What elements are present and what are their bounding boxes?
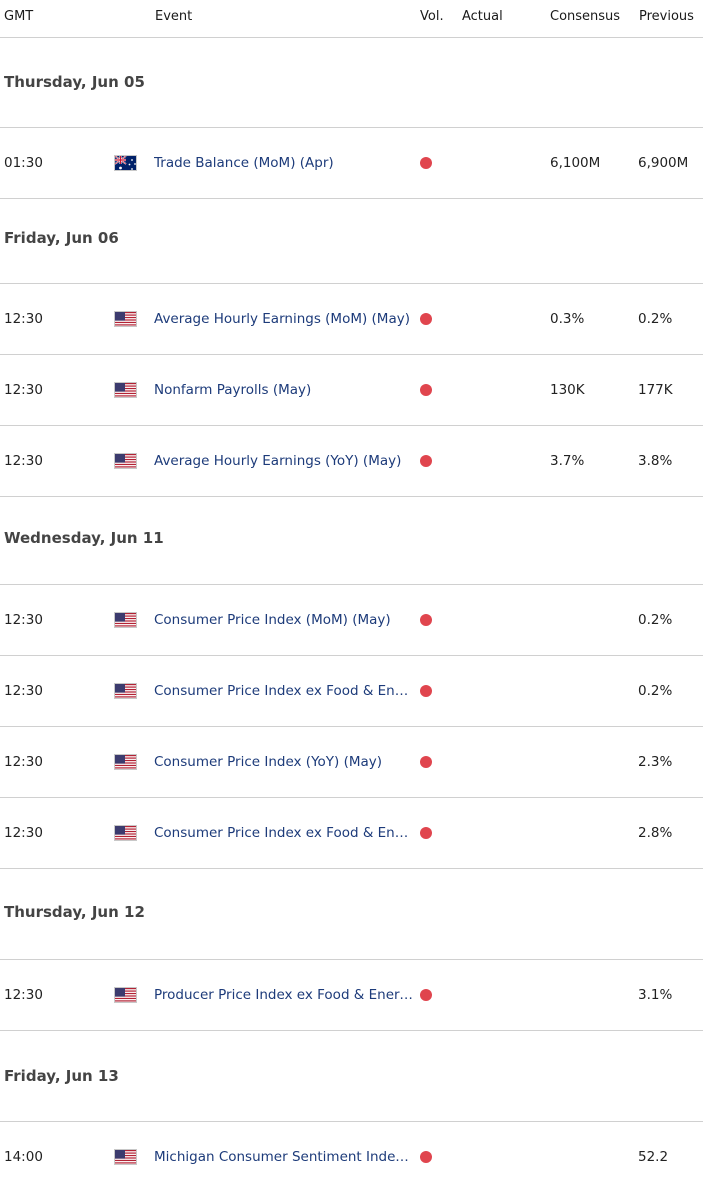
event-previous: 2.8% — [638, 825, 673, 841]
volatility-dot-icon — [420, 157, 432, 169]
volatility-dot-icon — [420, 827, 432, 839]
event-name[interactable]: Nonfarm Payrolls (May) — [154, 382, 312, 398]
event-row[interactable]: 12:30 Average Hourly Earnings (YoY) (May… — [0, 426, 703, 497]
column-consensus[interactable]: Consensus — [550, 9, 621, 24]
day-header: Thursday, Jun 05 — [0, 38, 703, 128]
event-row[interactable]: 12:30 Consumer Price Index ex Food & Ene… — [0, 656, 703, 727]
event-row[interactable]: 01:30 Trade Balance (MoM) (Apr) 6,100M 6… — [0, 128, 703, 199]
us-flag-icon — [114, 382, 137, 398]
event-previous: 0.2% — [638, 612, 673, 628]
event-row[interactable]: 12:30 Consumer Price Index (MoM) (May) 0… — [0, 585, 703, 656]
event-previous: 177K — [638, 382, 673, 398]
event-name[interactable]: Consumer Price Index (MoM) (May) — [154, 612, 391, 628]
event-time: 12:30 — [4, 825, 43, 841]
column-actual[interactable]: Actual — [462, 9, 503, 24]
event-time: 12:30 — [4, 612, 43, 628]
day-header: Friday, Jun 13 — [0, 1031, 703, 1122]
event-name[interactable]: Consumer Price Index ex Food & Energy (M… — [154, 683, 416, 699]
event-time: 12:30 — [4, 683, 43, 699]
table-header: GMT Event Vol. Actual Consensus Previous — [0, 0, 703, 38]
event-previous: 3.8% — [638, 453, 673, 469]
column-event[interactable]: Event — [155, 9, 193, 24]
day-label: Friday, Jun 06 — [4, 229, 119, 247]
volatility-dot-icon — [420, 989, 432, 1001]
volatility-dot-icon — [420, 384, 432, 396]
day-label: Wednesday, Jun 11 — [4, 529, 164, 547]
day-header: Friday, Jun 06 — [0, 199, 703, 284]
event-name[interactable]: Average Hourly Earnings (YoY) (May) — [154, 453, 402, 469]
event-row[interactable]: 12:30 Nonfarm Payrolls (May) 130K 177K — [0, 355, 703, 426]
event-previous: 0.2% — [638, 311, 673, 327]
day-header: Thursday, Jun 12 — [0, 869, 703, 960]
event-row[interactable]: 12:30 Consumer Price Index ex Food & Ene… — [0, 798, 703, 869]
day-label: Thursday, Jun 05 — [4, 73, 145, 91]
us-flag-icon — [114, 987, 137, 1003]
event-time: 14:00 — [4, 1149, 43, 1165]
event-previous: 3.1% — [638, 987, 673, 1003]
volatility-dot-icon — [420, 1151, 432, 1163]
us-flag-icon — [114, 683, 137, 699]
event-time: 12:30 — [4, 987, 43, 1003]
event-name[interactable]: Average Hourly Earnings (MoM) (May) — [154, 311, 410, 327]
event-consensus: 0.3% — [550, 311, 585, 327]
day-header: Wednesday, Jun 11 — [0, 497, 703, 585]
us-flag-icon — [114, 825, 137, 841]
event-previous: 2.3% — [638, 754, 673, 770]
column-gmt[interactable]: GMT — [4, 9, 34, 24]
event-name[interactable]: Producer Price Index ex Food & Energy (Y… — [154, 987, 416, 1003]
event-time: 12:30 — [4, 382, 43, 398]
us-flag-icon — [114, 1149, 137, 1165]
event-time: 12:30 — [4, 453, 43, 469]
volatility-dot-icon — [420, 455, 432, 467]
volatility-dot-icon — [420, 614, 432, 626]
event-row[interactable]: 12:30 Producer Price Index ex Food & Ene… — [0, 960, 703, 1031]
column-vol[interactable]: Vol. — [420, 9, 444, 24]
event-row[interactable]: 12:30 Average Hourly Earnings (MoM) (May… — [0, 284, 703, 355]
australia-flag-icon — [114, 155, 137, 171]
event-consensus: 130K — [550, 382, 585, 398]
volatility-dot-icon — [420, 685, 432, 697]
event-name[interactable]: Consumer Price Index (YoY) (May) — [154, 754, 383, 770]
event-consensus: 3.7% — [550, 453, 585, 469]
event-name[interactable]: Michigan Consumer Sentiment Index (Jun) — [154, 1149, 416, 1165]
event-time: 12:30 — [4, 311, 43, 327]
day-label: Thursday, Jun 12 — [4, 903, 145, 921]
event-time: 01:30 — [4, 155, 43, 171]
event-previous: 0.2% — [638, 683, 673, 699]
day-label: Friday, Jun 13 — [4, 1067, 119, 1085]
us-flag-icon — [114, 754, 137, 770]
event-consensus: 6,100M — [550, 155, 601, 171]
volatility-dot-icon — [420, 756, 432, 768]
event-name[interactable]: Trade Balance (MoM) (Apr) — [154, 155, 334, 171]
event-time: 12:30 — [4, 754, 43, 770]
us-flag-icon — [114, 453, 137, 469]
event-name[interactable]: Consumer Price Index ex Food & Energy (Y… — [154, 825, 416, 841]
volatility-dot-icon — [420, 313, 432, 325]
event-previous: 6,900M — [638, 155, 689, 171]
us-flag-icon — [114, 612, 137, 628]
us-flag-icon — [114, 311, 137, 327]
event-previous: 52.2 — [638, 1149, 669, 1165]
event-row[interactable]: 14:00 Michigan Consumer Sentiment Index … — [0, 1122, 703, 1183]
column-previous[interactable]: Previous — [639, 9, 694, 24]
event-row[interactable]: 12:30 Consumer Price Index (YoY) (May) 2… — [0, 727, 703, 798]
